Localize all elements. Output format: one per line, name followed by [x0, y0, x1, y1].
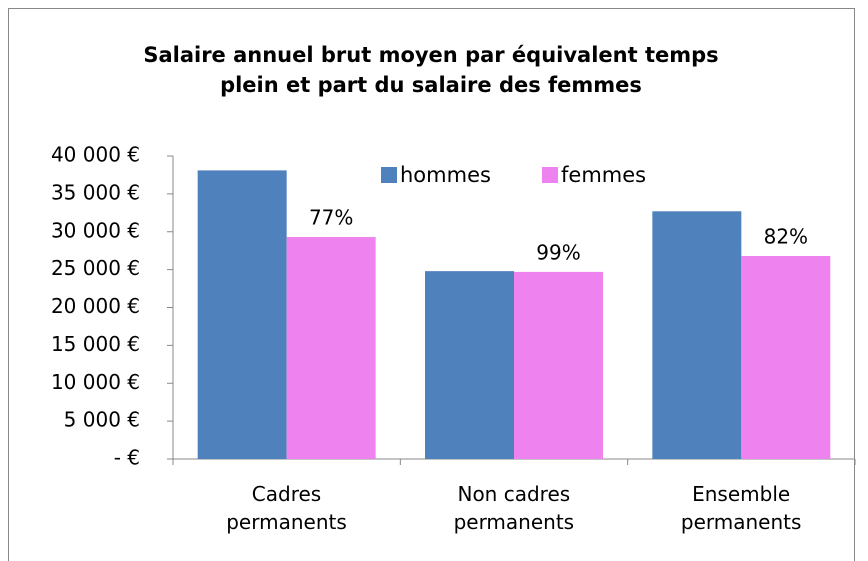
y-tick-label: - € [114, 446, 140, 470]
bar [741, 255, 831, 459]
legend-label: hommes [400, 163, 491, 187]
y-tick-label: 20 000 € [51, 294, 140, 318]
y-tick-label: 40 000 € [51, 143, 140, 167]
x-tick-label: Ensemble permanents [680, 482, 802, 534]
bar [197, 170, 287, 459]
chart-title: Salaire annuel brut moyen par équivalent… [143, 43, 719, 97]
data-label: 99% [536, 240, 580, 264]
y-tick-label: 25 000 € [51, 256, 140, 280]
legend-label: femmes [561, 163, 646, 187]
y-tick-label: 30 000 € [51, 218, 140, 242]
bar [652, 211, 742, 459]
y-tick-label: 35 000 € [51, 180, 140, 204]
x-tick-label: Cadres permanents [226, 482, 347, 534]
legend-swatch [542, 167, 558, 183]
y-tick-label: 5 000 € [64, 408, 140, 432]
y-tick-label: 10 000 € [51, 370, 140, 394]
data-label: 77% [309, 206, 353, 230]
legend-swatch [381, 167, 397, 183]
bar [514, 271, 603, 459]
data-label: 82% [764, 224, 808, 248]
bar [425, 271, 514, 459]
x-tick-label: Non cadres permanents [453, 482, 575, 534]
chart-border [8, 8, 855, 561]
bar [286, 237, 376, 459]
y-tick-label: 15 000 € [51, 332, 140, 356]
